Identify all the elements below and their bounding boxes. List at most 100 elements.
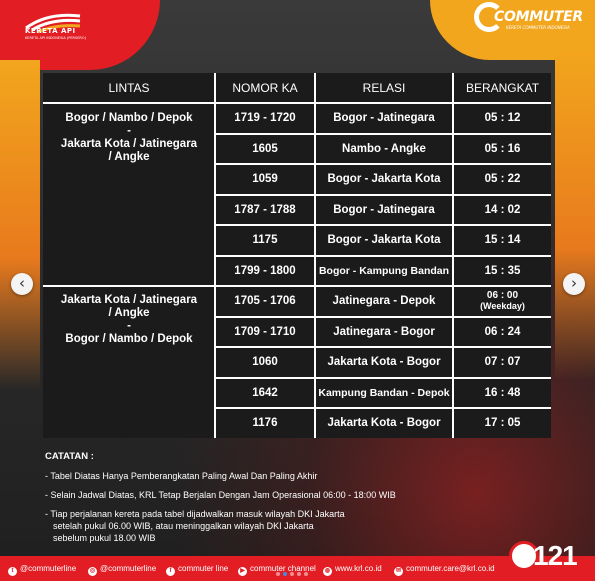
footer-instagram[interactable]: ◎ @commuterline (88, 564, 156, 576)
lintas-line: Bogor / Nambo / Depok (65, 112, 193, 124)
carousel-next-button[interactable]: › (563, 273, 585, 295)
cell-nomor: 1176 (252, 417, 278, 429)
cell-nomor: 1060 (252, 356, 278, 368)
footer-twitter[interactable]: t @commuterline (8, 564, 76, 576)
cell-relasi: Bogor - Jatinegara (333, 112, 435, 124)
cell-relasi: Jatinegara - Bogor (333, 326, 435, 338)
cell-relasi: Bogor - Kampung Bandan (318, 265, 450, 277)
cell-relasi: Jakarta Kota - Bogor (327, 356, 441, 368)
table-divider (215, 316, 551, 318)
cell-nomor: 1799 - 1800 (234, 265, 296, 277)
carousel-dot[interactable] (276, 572, 280, 576)
cell-berangkat: 14 : 02 (484, 204, 521, 216)
lintas-group-1: Bogor / Nambo / Depok - Jakarta Kota / J… (43, 112, 215, 164)
lintas-line: Jakarta Kota / Jatinegara (60, 138, 198, 150)
kai-logo-icon (25, 13, 81, 34)
cell-relasi: Kampung Bandan - Depok (318, 387, 450, 399)
footer-facebook-label: commuter line (178, 564, 229, 573)
cell-berangkat: 05 : 16 (484, 143, 521, 155)
carousel-dot[interactable] (304, 572, 308, 576)
cell-berangkat: 17 : 05 (484, 417, 521, 429)
cell-relasi: Bogor - Jakarta Kota (327, 234, 441, 246)
cell-berangkat: 06 : 00 (Weekday) (454, 286, 551, 316)
footer-email-label: commuter.care@krl.co.id (406, 564, 495, 573)
cell-nomor: 1642 (252, 387, 278, 399)
cell-berangkat: 15 : 14 (484, 234, 521, 246)
cell-relasi: Nambo - Angke (342, 143, 426, 155)
table-divider (215, 194, 551, 196)
berangkat-note: (Weekday) (480, 301, 525, 311)
cell-relasi: Bogor - Jakarta Kota (327, 173, 441, 185)
cell-relasi: Jatinegara - Depok (332, 295, 436, 307)
lintas-line: Bogor / Nambo / Depok (65, 333, 193, 345)
lintas-line: - (127, 320, 131, 332)
cell-nomor: 1709 - 1710 (234, 326, 296, 338)
mail-icon: ✉ (394, 567, 403, 576)
note-item: - Selain Jadwal Diatas, KRL Tetap Berjal… (45, 490, 396, 500)
cell-nomor: 1175 (252, 234, 278, 246)
cell-relasi: Bogor - Jatinegara (333, 204, 435, 216)
youtube-icon: ▶ (238, 567, 247, 576)
carousel-dots (276, 561, 311, 580)
carousel-dot[interactable] (290, 572, 294, 576)
table-divider (215, 377, 551, 379)
footer-website-label: www.krl.co.id (335, 564, 382, 573)
cell-nomor: 1787 - 1788 (234, 204, 296, 216)
cell-relasi: Jakarta Kota - Bogor (327, 417, 441, 429)
twitter-icon: t (8, 567, 17, 576)
kai-logo-text: KERETA API (25, 27, 76, 35)
cell-berangkat: 16 : 48 (484, 387, 521, 399)
footer-instagram-label: @commuterline (100, 564, 157, 573)
header-lintas: LINTAS (108, 81, 150, 95)
commuter-logo-icon (474, 2, 504, 32)
notes-title: CATATAN : (45, 451, 94, 462)
lintas-group-2: Jakarta Kota / Jatinegara / Angke - Bogo… (43, 294, 215, 346)
side-accent-right (555, 50, 595, 380)
cell-berangkat: 15 : 35 (484, 265, 521, 277)
table-divider (215, 224, 551, 226)
notes-section: CATATAN : - Tabel Diatas Hanya Pemberang… (45, 451, 515, 551)
cell-nomor: 1059 (252, 173, 278, 185)
lintas-line: / Angke (108, 307, 150, 319)
side-accent-left (0, 60, 40, 390)
note-line: - Tiap perjalanan kereta pada tabel dija… (45, 509, 345, 519)
note-item: - Tabel Diatas Hanya Pemberangkatan Pali… (45, 471, 318, 481)
globe-icon: ◍ (323, 567, 332, 576)
header-berangkat: BERANGKAT (465, 81, 540, 95)
lintas-line: Jakarta Kota / Jatinegara (60, 294, 198, 306)
cell-nomor: 1719 - 1720 (234, 112, 296, 124)
table-divider (215, 407, 551, 409)
header-nomor-ka: NOMOR KA (232, 81, 298, 95)
carousel-dot[interactable] (297, 572, 301, 576)
footer-bar (0, 556, 595, 581)
table-divider (215, 255, 551, 257)
note-item: - Tiap perjalanan kereta pada tabel dija… (45, 508, 515, 544)
cell-berangkat: 05 : 22 (484, 173, 521, 185)
cell-nomor: 1705 - 1706 (234, 295, 296, 307)
hotline-number: 121 (533, 540, 578, 571)
table-divider (43, 102, 551, 104)
footer-website[interactable]: ◍ www.krl.co.id (323, 564, 382, 576)
commuter-logo-text: COMMUTER (494, 9, 583, 25)
lintas-line: / Angke (108, 151, 150, 163)
footer-facebook[interactable]: f commuter line (166, 564, 228, 576)
berangkat-time: 06 : 00 (486, 290, 519, 301)
carousel-prev-button[interactable]: ‹ (11, 273, 33, 295)
table-divider (215, 133, 551, 135)
footer-twitter-label: @commuterline (20, 564, 77, 573)
instagram-icon: ◎ (88, 567, 97, 576)
note-line: setelah pukul 06.00 WIB, atau meninggalk… (53, 521, 314, 531)
cell-berangkat: 06 : 24 (484, 326, 521, 338)
lintas-line: - (127, 125, 131, 137)
cell-berangkat: 05 : 12 (484, 112, 521, 124)
kai-logo-tagline: KERETA API INDONESIA (PERSERO) (25, 36, 86, 40)
commuter-logo-tagline: KERETA COMMUTER INDONESIA (506, 25, 570, 30)
cell-berangkat: 07 : 07 (484, 356, 521, 368)
footer-youtube[interactable]: ▶ commuter channel (238, 564, 316, 576)
footer-email[interactable]: ✉ commuter.care@krl.co.id (394, 564, 495, 576)
table-divider (43, 285, 551, 287)
facebook-icon: f (166, 567, 175, 576)
note-line: sebelum pukul 18.00 WIB (53, 533, 156, 543)
carousel-dot[interactable] (283, 572, 287, 576)
table-divider (215, 163, 551, 165)
